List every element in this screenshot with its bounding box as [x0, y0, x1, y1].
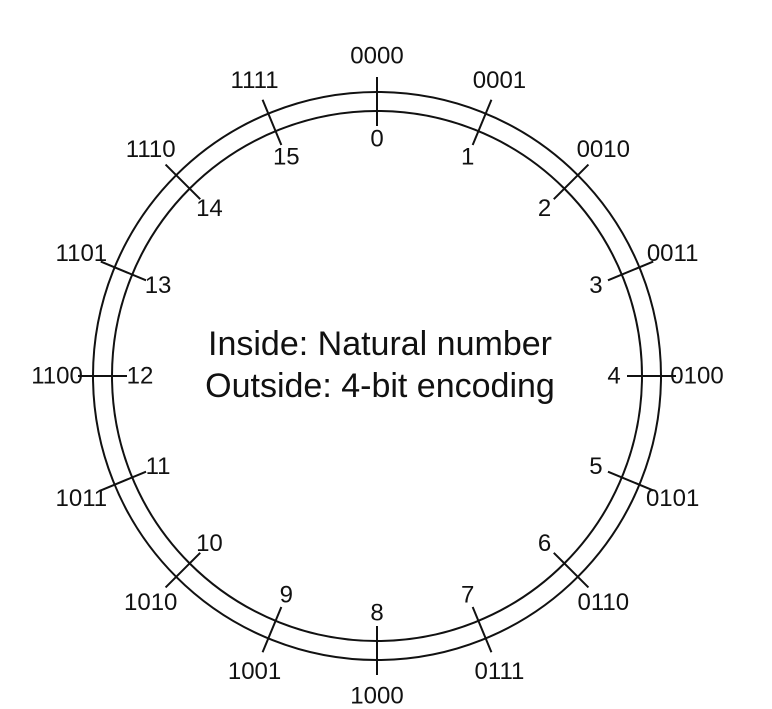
segment-dividers [78, 77, 676, 675]
binary-code-label: 0111 [475, 658, 525, 685]
natural-number-label: 14 [196, 195, 223, 222]
natural-number-label: 10 [196, 530, 223, 557]
binary-code-label: 1100 [31, 363, 83, 390]
natural-number-label: 4 [607, 363, 620, 390]
segment-divider-tick [164, 552, 201, 589]
binary-code-label: 0000 [350, 43, 403, 70]
natural-number-label: 6 [538, 530, 551, 557]
segment-divider-tick [100, 260, 147, 282]
binary-code-label: 0100 [670, 363, 723, 390]
natural-number-label: 3 [589, 272, 602, 299]
binary-code-label: 1001 [228, 658, 281, 685]
natural-number-label: 8 [370, 600, 383, 627]
natural-number-label: 12 [127, 363, 154, 390]
segment-divider-tick [553, 163, 590, 200]
natural-number-label: 13 [145, 272, 172, 299]
natural-number-label: 2 [538, 195, 551, 222]
binary-code-label: 1101 [56, 240, 108, 267]
binary-code-label: 0001 [473, 67, 526, 94]
binary-code-label: 1011 [56, 485, 108, 512]
segment-divider-tick [100, 470, 147, 492]
binary-code-label: 0010 [577, 136, 630, 163]
segment-divider-tick [261, 606, 283, 653]
segment-divider-tick [471, 99, 493, 146]
segment-divider-tick [261, 99, 283, 146]
binary-code-label: 0011 [647, 240, 699, 267]
natural-number-label: 7 [461, 581, 474, 608]
binary-code-label: 0110 [577, 589, 629, 616]
binary-code-labels: 0000000100100011010001010110011110001001… [31, 43, 724, 709]
center-caption-line-2: Outside: 4-bit encoding [205, 367, 555, 405]
binary-code-label: 1010 [124, 589, 177, 616]
binary-code-label: 1111 [231, 67, 279, 94]
center-caption-line-1: Inside: Natural number [208, 325, 552, 363]
segment-divider-tick [164, 163, 201, 200]
natural-number-label: 9 [280, 581, 293, 608]
natural-number-label: 5 [589, 453, 602, 480]
natural-number-label: 15 [273, 144, 300, 171]
binary-code-label: 0101 [646, 485, 699, 512]
segment-divider-tick [607, 470, 654, 492]
binary-code-label: 1110 [126, 136, 176, 163]
segment-divider-tick [553, 552, 590, 589]
binary-code-label: 1000 [350, 683, 403, 709]
natural-number-label: 0 [370, 126, 383, 153]
segment-divider-tick [471, 606, 493, 653]
natural-number-label: 1 [461, 144, 474, 171]
natural-number-label: 11 [146, 453, 171, 480]
segment-divider-tick [607, 260, 654, 282]
